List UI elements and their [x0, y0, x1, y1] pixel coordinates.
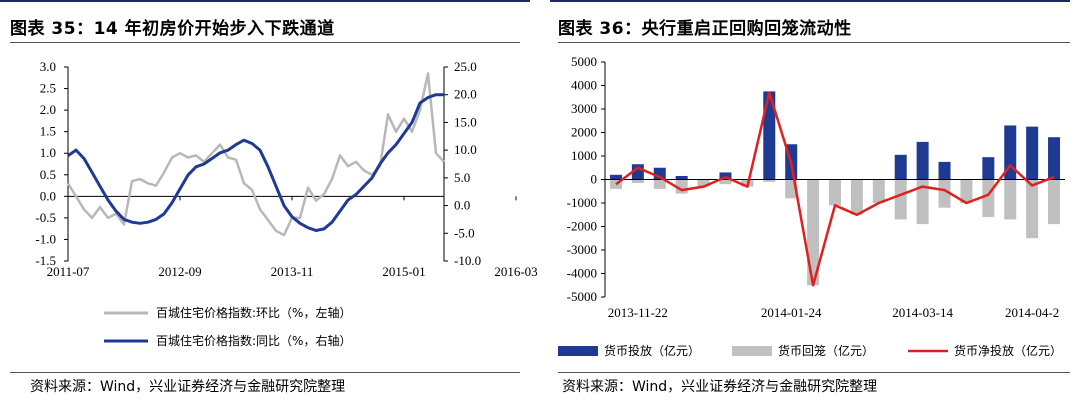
- injection-bar: [982, 157, 995, 180]
- right-y-tick-label: 5.0: [454, 170, 470, 185]
- legend-label: 货币回笼（亿元）: [778, 343, 874, 358]
- bar-chart: 5000 4000 3000 2000 1000 0 -1000 -2000 -3000 -400…: [558, 54, 1065, 358]
- x-tick-label: 2014-01-24: [761, 305, 822, 320]
- legend-label: 货币投放（亿元）: [604, 343, 700, 358]
- source-rule: [558, 372, 1070, 373]
- x-tick-label: 2011-07: [47, 264, 90, 279]
- x-tick-label: 2014-03-14: [892, 305, 953, 320]
- source-note: 资料来源：Wind，兴业证券经济与金融研究院整理: [562, 379, 878, 395]
- y-tick-label: -4000: [567, 266, 597, 281]
- right-y-tick-label: 10.0: [454, 142, 477, 157]
- injection-bar: [938, 161, 951, 180]
- y-tick-label: -2000: [567, 219, 597, 234]
- y-tick-label: 2000: [571, 125, 597, 140]
- withdrawal-bar: [938, 179, 951, 208]
- withdrawal-bar: [631, 179, 644, 184]
- withdrawal-bar: [894, 179, 907, 220]
- legend-label: 货币净投放（亿元）: [954, 343, 1062, 358]
- injection-bar: [653, 167, 666, 180]
- left-y-tick-label: 1.5: [40, 124, 56, 139]
- withdrawal-bar: [1048, 179, 1061, 225]
- right-y-tick-label: 25.0: [454, 59, 477, 74]
- withdrawal-bar: [960, 179, 973, 203]
- withdrawal-bar: [763, 179, 776, 182]
- withdrawal-bar: [719, 179, 732, 185]
- y-tick-label: 3000: [571, 101, 597, 116]
- right-y-tick-label: -10.0: [454, 253, 481, 268]
- injection-bar: [1026, 126, 1039, 180]
- left-chart-panel: 图表 35：14 年初房价开始步入下跌通道 3.0 2.5 2.0 1.5 1.0 0.5…: [0, 0, 538, 395]
- withdrawal-bar: [982, 179, 995, 218]
- injection-bar: [609, 174, 622, 180]
- chart-title: 图表 35：14 年初房价开始步入下跌通道: [10, 19, 335, 39]
- left-y-tick-label: 0.0: [40, 188, 56, 203]
- source-rule: [10, 372, 520, 373]
- withdrawal-bar: [653, 179, 666, 189]
- top-rule: [550, 0, 1070, 2]
- y-tick-label: 0: [591, 172, 598, 187]
- left-y-tick-label: -0.5: [35, 210, 56, 225]
- injection-bar: [1048, 137, 1061, 180]
- y-tick-label: 5000: [571, 54, 597, 69]
- x-tick-label: 2016-03: [494, 264, 537, 279]
- y-tick-label: 1000: [571, 148, 597, 163]
- withdrawal-bar: [609, 179, 622, 189]
- injection-bar: [894, 154, 907, 180]
- title-rule: [10, 42, 520, 43]
- right-y-tick-label: 20.0: [454, 87, 477, 102]
- left-y-tick-label: 3.0: [40, 59, 56, 74]
- net-injection-line: [615, 91, 1055, 287]
- chart-title: 图表 36：央行重启正回购回笼流动性: [558, 19, 852, 39]
- title-rule: [558, 42, 1070, 43]
- legend-label: 百城住宅价格指数:环比（%，左轴）: [156, 305, 351, 320]
- withdrawal-bar: [697, 179, 710, 187]
- y-tick-label: 4000: [571, 78, 597, 93]
- withdrawal-bar: [850, 179, 863, 215]
- right-y-tick-label: 15.0: [454, 114, 477, 129]
- withdrawal-bar: [829, 179, 841, 206]
- injection-bar: [916, 141, 929, 180]
- y-tick-label: -3000: [567, 242, 597, 257]
- x-tick-label: 2012-09: [158, 264, 201, 279]
- legend-swatch: [558, 346, 598, 356]
- right-chart-panel: 图表 36：央行重启正回购回笼流动性 5000 4000 3000 2000 1000 0…: [540, 0, 1080, 405]
- y-tick-label: -5000: [567, 289, 597, 304]
- x-tick-label: 2013-11: [271, 264, 314, 279]
- withdrawal-bar: [916, 179, 929, 225]
- withdrawal-bar: [807, 179, 820, 286]
- left-y-tick-label: 2.5: [40, 81, 56, 96]
- source-note: 资料来源：Wind，兴业证券经济与金融研究院整理: [30, 379, 346, 395]
- injection-bar: [763, 91, 776, 180]
- left-y-tick-label: 2.0: [40, 102, 56, 117]
- x-tick-label: 2014-04-2: [1005, 305, 1059, 320]
- left-y-tick-label: 0.5: [40, 167, 56, 182]
- yoy-series-line: [67, 93, 444, 232]
- left-y-tick-label: -1.5: [35, 253, 56, 268]
- right-y-tick-label: -5.0: [454, 225, 475, 240]
- legend-label: 百城住宅价格指数:同比（%，右轴）: [156, 333, 351, 348]
- withdrawal-bar: [872, 179, 885, 203]
- withdrawal-bar: [1026, 179, 1039, 239]
- right-y-tick-label: 0.0: [454, 198, 470, 213]
- line-chart: 3.0 2.5 2.0 1.5 1.0 0.5 0.0 -0.5 -1.0 -1.5 25.0 20.…: [35, 59, 537, 348]
- x-tick-label: 2013-11-22: [608, 305, 668, 320]
- injection-bar: [675, 175, 688, 180]
- mom-series-line: [66, 72, 445, 237]
- left-y-tick-label: -1.0: [35, 231, 56, 246]
- y-tick-label: -1000: [567, 195, 597, 210]
- legend-swatch: [732, 346, 772, 356]
- left-y-tick-label: 1.0: [40, 145, 56, 160]
- withdrawal-bar: [1004, 179, 1017, 220]
- top-rule: [0, 0, 530, 2]
- injection-bar: [1004, 125, 1017, 180]
- x-tick-label: 2015-01: [382, 264, 425, 279]
